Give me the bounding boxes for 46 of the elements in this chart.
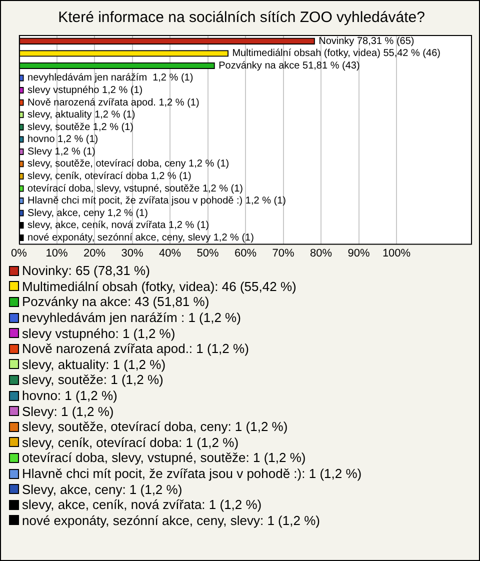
x-tick-label: 40% xyxy=(158,247,182,260)
x-tick-label: 10% xyxy=(46,247,68,260)
category-label: Hlavně chci mít pocit, že zvířata jsou v pohodě :) 1,2 % (1) xyxy=(28,196,286,207)
category-label: otevírací doba, slevy, vstupné, soutěže 1,2 % (1) xyxy=(28,183,244,194)
text: slevy, ceník, otevírací doba: 1 (1,2 %) xyxy=(22,434,239,450)
category-label: nové exponáty, sezónní akce, ceny, slevy 1,2 % (1) xyxy=(28,232,254,244)
text: Slevy: 1 (1,2 %) xyxy=(22,404,114,419)
category-label: Slevy, akce, ceny 1,2 % (1) xyxy=(28,208,148,219)
text: otevírací doba, slevy, vstupné, soutěže: 1 (1,2 %) xyxy=(22,450,306,466)
category-label: Slevy 1,2 % (1) xyxy=(28,146,96,158)
x-tick-label: 90% xyxy=(348,247,370,260)
x-tick-label: 100% xyxy=(382,247,411,260)
text: slevy, soutěže: 1 (1,2 %) xyxy=(22,372,164,388)
category-label: Nově narozená zvířata apod. 1,2 % (1) xyxy=(28,97,200,108)
text: Novinky: 65 (78,31 %) xyxy=(22,263,150,278)
category-label: slevy, akce, ceník, nová zvířata 1,2 % (1) xyxy=(28,220,210,232)
chart-title: Které informace na sociálních sítích ZOO vyhledáváte? xyxy=(58,9,425,26)
category-label: Pozvánky na akce 51,81 % (43) xyxy=(218,60,360,72)
category-label: Multimediální obsah (fotky, videa) 55,42 % (46) xyxy=(232,48,440,60)
x-tick-label: 0% xyxy=(11,247,28,260)
x-tick-label: 30% xyxy=(121,247,144,260)
text: Nově narozená zvířata apod.: 1 (1,2 %) xyxy=(22,341,249,356)
text: slevy vstupného: 1 (1,2 %) xyxy=(22,326,176,341)
x-tick-label: 50% xyxy=(196,247,219,260)
text: Pozvánky na akce: 43 (51,81 %) xyxy=(22,294,210,310)
category-label: hovno 1,2 % (1) xyxy=(28,134,98,146)
text: Multimediální obsah (fotky, videa): 46 (55,42 %) xyxy=(22,278,296,294)
x-tick-label: 70% xyxy=(272,247,294,260)
category-label: Novinky 78,31 % (65) xyxy=(318,36,414,47)
category-label: slevy, soutěže, otevírací doba, ceny 1,2 % (1) xyxy=(28,158,230,170)
category-label: slevy vstupného 1,2 % (1) xyxy=(28,85,143,96)
text: nové exponáty, sezónní akce, ceny, slevy: 1 (1,2 %) xyxy=(22,512,320,528)
text: hovno: 1 (1,2 %) xyxy=(22,388,118,404)
text: Slevy, akce, ceny: 1 (1,2 %) xyxy=(22,482,182,497)
x-tick-label: 20% xyxy=(83,247,106,260)
text: Hlavně chci mít pocit, že zvířata jsou v pohodě :): 1 (1,2 %) xyxy=(22,466,362,482)
x-tick-label: 60% xyxy=(234,247,257,260)
category-label: nevyhledávám jen narážím 1,2 % (1) xyxy=(28,72,194,84)
x-tick-label: 80% xyxy=(310,247,332,260)
text: slevy, soutěže, otevírací doba, ceny: 1 (1,2 %) xyxy=(22,419,288,434)
category-label: slevy, aktuality 1,2 % (1) xyxy=(28,110,136,121)
text: nevyhledávám jen narážím : 1 (1,2 %) xyxy=(22,310,241,326)
text: slevy, akce, ceník, nová zvířata: 1 (1,2 %) xyxy=(22,497,262,512)
category-label: slevy, soutěže 1,2 % (1) xyxy=(28,122,134,133)
category-label: slevy, ceník, otevírací doba 1,2 % (1) xyxy=(28,170,192,182)
text: slevy, aktuality: 1 (1,2 %) xyxy=(22,356,166,372)
